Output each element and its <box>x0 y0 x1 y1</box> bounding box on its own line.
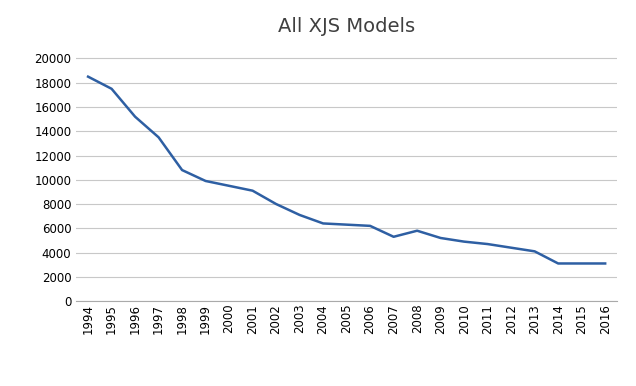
Title: All XJS Models: All XJS Models <box>278 17 415 36</box>
